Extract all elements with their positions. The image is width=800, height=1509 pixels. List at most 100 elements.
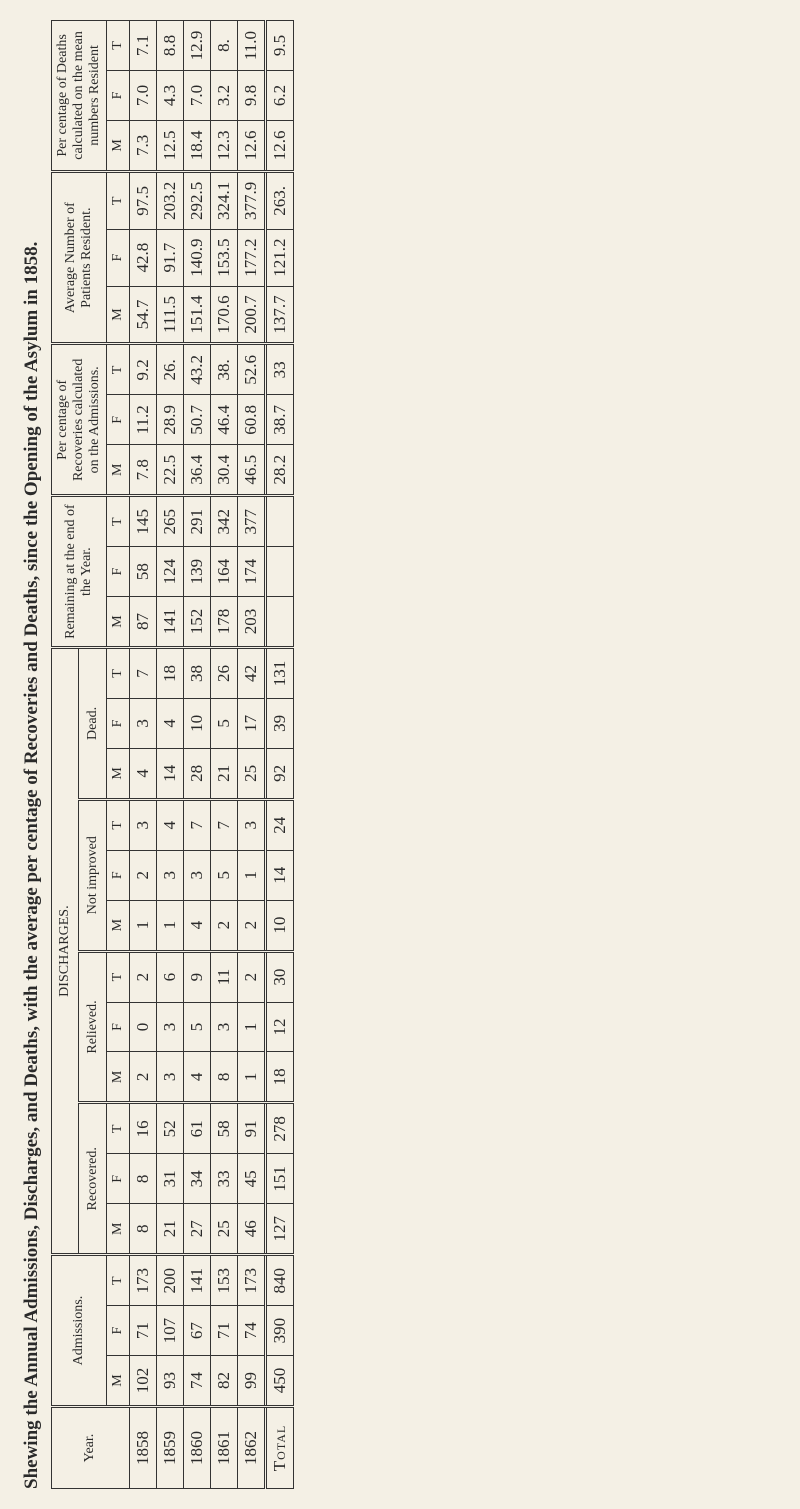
cell: 11 — [211, 951, 238, 1002]
cell: 107 — [157, 1306, 184, 1356]
cell: 8 — [130, 1154, 157, 1204]
table-row: 1861827115325335883112572152617816434230… — [211, 21, 238, 1489]
h-m: M — [106, 1356, 129, 1407]
cell: 28 — [184, 748, 211, 799]
cell: 22.5 — [157, 445, 184, 496]
h-m: M — [106, 120, 129, 171]
cell: 12 — [266, 1002, 294, 1052]
cell: 153.5 — [211, 229, 238, 286]
cell: 11.0 — [238, 21, 266, 71]
cell: 50.7 — [184, 395, 211, 445]
cell: 74 — [184, 1356, 211, 1407]
cell: 14 — [266, 850, 294, 900]
total-label: Total — [266, 1407, 294, 1489]
cell: 3 — [211, 1002, 238, 1052]
cell: 9 — [184, 951, 211, 1002]
cell: 58 — [130, 547, 157, 597]
cell: 9.2 — [130, 344, 157, 395]
cell: 97.5 — [130, 171, 157, 229]
h-f: F — [106, 547, 129, 597]
cell: 7.1 — [130, 21, 157, 71]
cell: 8 — [130, 1204, 157, 1255]
cell: 18 — [157, 648, 184, 699]
h-m: M — [106, 1052, 129, 1103]
cell: 3 — [130, 698, 157, 748]
data-table: Year. Admissions. DISCHARGES. Remaining … — [51, 20, 294, 1489]
cell: 324.1 — [211, 171, 238, 229]
cell: 840 — [266, 1255, 294, 1306]
total-row: Total45039084012715127818123010142492391… — [266, 21, 294, 1489]
cell: 5 — [211, 698, 238, 748]
cell: 178 — [211, 597, 238, 648]
cell: 67 — [184, 1306, 211, 1356]
h-avg-number: Average Number of Patients Resident. — [51, 171, 106, 344]
cell: 91 — [238, 1103, 266, 1154]
cell: 152 — [184, 597, 211, 648]
table-row: 1860746714127346145943728103815213929136… — [184, 21, 211, 1489]
year-cell: 1858 — [130, 1407, 157, 1489]
cell: 450 — [266, 1356, 294, 1407]
cell: 36.4 — [184, 445, 211, 496]
h-f: F — [106, 395, 129, 445]
cell — [266, 597, 294, 648]
cell: 4 — [130, 748, 157, 799]
cell: 31 — [157, 1154, 184, 1204]
cell: 9.8 — [238, 71, 266, 121]
cell: 58 — [211, 1103, 238, 1154]
cell: 121.2 — [266, 229, 294, 286]
cell: 18 — [266, 1052, 294, 1103]
cell: 28.2 — [266, 445, 294, 496]
cell: 151 — [266, 1154, 294, 1204]
cell: 137.7 — [266, 286, 294, 344]
cell: 203 — [238, 597, 266, 648]
cell: 46.4 — [211, 395, 238, 445]
cell: 111.5 — [157, 286, 184, 344]
h-discharges: DISCHARGES. — [51, 648, 79, 1255]
h-dead: Dead. — [79, 648, 107, 800]
cell: 3.2 — [211, 71, 238, 121]
h-t: T — [106, 799, 129, 850]
cell: 2 — [130, 1052, 157, 1103]
cell: 60.8 — [238, 395, 266, 445]
cell: 131 — [266, 648, 294, 699]
cell: 38.7 — [266, 395, 294, 445]
cell: 4.3 — [157, 71, 184, 121]
h-t: T — [106, 1255, 129, 1306]
cell: 91.7 — [157, 229, 184, 286]
cell: 10 — [266, 900, 294, 951]
h-f: F — [106, 698, 129, 748]
cell: 4 — [157, 799, 184, 850]
cell: 151.4 — [184, 286, 211, 344]
h-f: F — [106, 850, 129, 900]
cell: 93 — [157, 1356, 184, 1407]
cell: 8. — [211, 21, 238, 71]
cell: 14 — [157, 748, 184, 799]
h-t: T — [106, 951, 129, 1002]
cell: 3 — [157, 1052, 184, 1103]
cell: 17 — [238, 698, 266, 748]
cell: 12.9 — [184, 21, 211, 71]
cell: 30 — [266, 951, 294, 1002]
cell: 265 — [157, 496, 184, 547]
cell: 291 — [184, 496, 211, 547]
year-cell: 1862 — [238, 1407, 266, 1489]
cell: 2 — [211, 900, 238, 951]
h-t: T — [106, 648, 129, 699]
cell — [266, 496, 294, 547]
cell: 92 — [266, 748, 294, 799]
cell: 30.4 — [211, 445, 238, 496]
cell: 174 — [238, 547, 266, 597]
h-t: T — [106, 1103, 129, 1154]
cell: 377.9 — [238, 171, 266, 229]
h-t: T — [106, 171, 129, 229]
cell: 6 — [157, 951, 184, 1002]
h-pct-recoveries: Per centage of Recoveries calculated on … — [51, 344, 106, 496]
cell: 38. — [211, 344, 238, 395]
cell: 127 — [266, 1204, 294, 1255]
cell: 7.0 — [184, 71, 211, 121]
cell: 99 — [238, 1356, 266, 1407]
h-remaining: Remaining at the end of the Year. — [51, 496, 106, 648]
cell: 140.9 — [184, 229, 211, 286]
h-admissions: Admissions. — [51, 1255, 106, 1407]
cell: 12.3 — [211, 120, 238, 171]
